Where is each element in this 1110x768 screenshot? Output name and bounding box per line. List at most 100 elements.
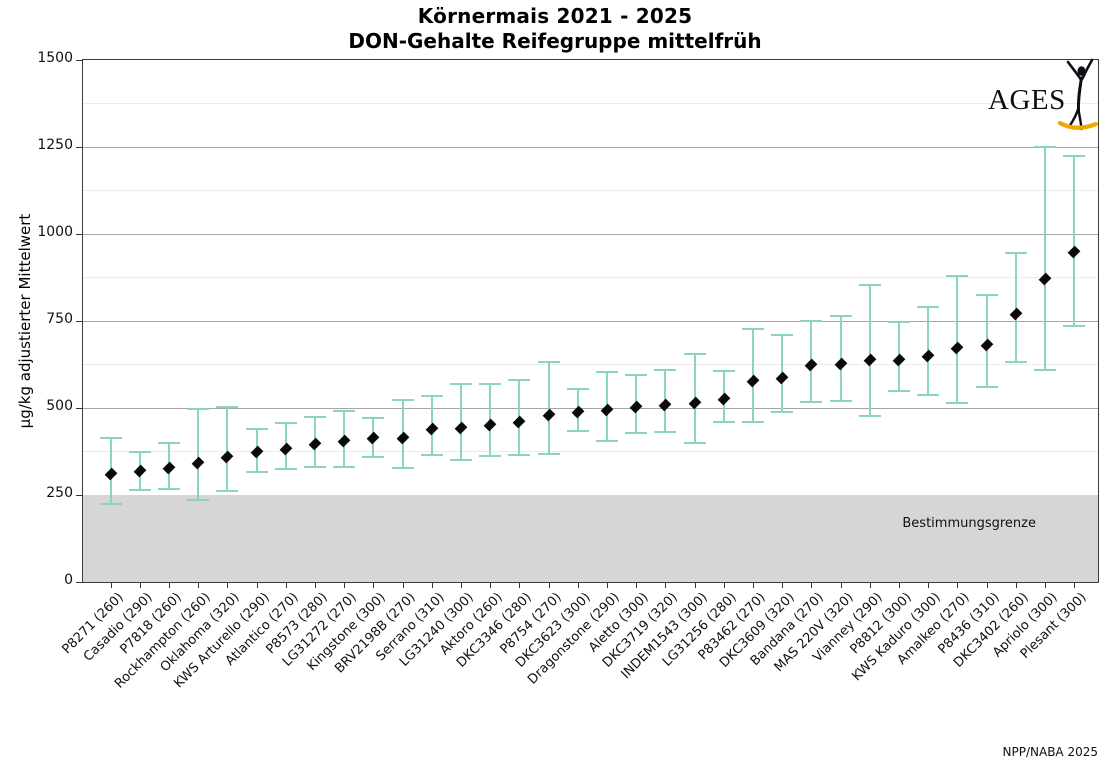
error-bar-cap-top (449, 383, 472, 386)
x-axis-tick (723, 582, 725, 588)
y-tick-label: 750 (46, 311, 73, 327)
mean-marker (600, 404, 614, 417)
error-bar-cap-top (1033, 146, 1056, 149)
ages-logo-text: AGES (988, 84, 1066, 116)
error-bar-cap-bottom (479, 455, 502, 458)
error-bar-cap-top (479, 382, 502, 385)
mean-marker (950, 341, 964, 355)
x-axis-tick (665, 582, 667, 588)
mean-marker (133, 464, 147, 478)
mean-marker (396, 431, 409, 444)
x-axis-tick (694, 582, 696, 588)
y-axis-tick (76, 407, 83, 409)
mean-marker (1067, 246, 1081, 259)
error-bar-cap-bottom (508, 453, 531, 456)
error-bar-cap-top (1004, 252, 1027, 255)
error-bar-line (197, 409, 200, 500)
grid-major-line (83, 146, 1098, 148)
plot-panel: Bestimmungsgrenze (76, 59, 1099, 588)
error-bar-cap-top (274, 422, 297, 425)
x-axis-tick (957, 582, 959, 588)
error-bar-cap-bottom (128, 489, 151, 492)
mean-marker (542, 408, 555, 421)
error-bar-cap-bottom (975, 386, 998, 389)
x-axis-tick (285, 582, 287, 588)
error-bar-cap-bottom (595, 440, 618, 443)
error-bar-cap-bottom (1004, 361, 1027, 364)
grid-major-line (83, 320, 1098, 322)
error-bar-cap-top (829, 314, 852, 317)
x-axis-tick (752, 582, 754, 588)
error-bar-cap-bottom (362, 455, 385, 458)
x-axis-tick (460, 582, 462, 588)
x-axis-tick (986, 582, 988, 588)
mean-marker (717, 392, 731, 406)
error-bar-cap-top (741, 328, 764, 330)
error-bar-cap-bottom (917, 394, 940, 397)
error-bar-cap-bottom (274, 468, 297, 471)
grid-minor-line (83, 103, 1098, 104)
y-axis-tick (76, 494, 83, 496)
x-axis-tick (1015, 582, 1017, 588)
error-bar-cap-top (333, 409, 356, 412)
chart-title: Körnermais 2021 - 2025 (417, 4, 693, 28)
error-bar-cap-top (537, 360, 560, 363)
error-bar-cap-top (800, 320, 823, 323)
mean-marker (250, 445, 263, 459)
grid-minor-line (83, 190, 1098, 191)
error-bar-cap-bottom (216, 490, 239, 493)
x-axis-tick (256, 582, 258, 588)
error-bar-cap-bottom (712, 420, 735, 423)
error-bar-cap-top (595, 371, 618, 374)
x-axis-tick (373, 582, 375, 588)
mean-marker (454, 421, 468, 435)
error-bar-cap-bottom (1063, 324, 1086, 327)
x-axis-tick (227, 582, 229, 588)
grid-major-line (83, 233, 1098, 235)
error-bar-cap-top (771, 333, 794, 336)
error-bar-cap-top (654, 368, 677, 371)
error-bar-cap-bottom (858, 415, 881, 418)
error-bar-line (226, 406, 229, 492)
error-bar-line (868, 285, 871, 417)
x-axis-tick (139, 582, 141, 588)
error-bar-cap-bottom (741, 420, 764, 423)
error-bar-cap-top (975, 293, 998, 296)
error-bar-cap-bottom (946, 402, 969, 405)
x-axis-tick (782, 582, 784, 588)
x-axis-tick (928, 582, 930, 588)
x-axis-tick (431, 582, 433, 588)
x-axis-tick (344, 582, 346, 588)
error-bar-cap-top (887, 321, 910, 324)
mean-marker (1009, 307, 1023, 321)
error-bar-line (1073, 156, 1076, 326)
chart-caption: NPP/NABA 2025 (1002, 745, 1098, 759)
mean-marker (483, 419, 497, 432)
x-axis-tick (811, 582, 813, 588)
error-bar-cap-bottom (625, 432, 648, 435)
error-bar-cap-top (566, 388, 589, 391)
mean-marker (104, 467, 117, 481)
y-tick-label: 1250 (37, 137, 73, 153)
x-axis-tick (898, 582, 900, 588)
x-axis-tick (402, 582, 404, 588)
y-tick-label: 1500 (37, 50, 73, 66)
mean-marker (308, 437, 322, 451)
x-axis-tick (577, 582, 579, 588)
x-axis-tick (168, 582, 170, 588)
error-bar-cap-bottom (566, 429, 589, 432)
error-bar-cap-bottom (245, 471, 268, 474)
grid-minor-line (83, 364, 1098, 365)
error-bar-cap-top (946, 274, 969, 277)
error-bar-cap-bottom (420, 454, 443, 457)
y-tick-label: 0 (64, 572, 73, 588)
limit-band (83, 495, 1098, 582)
error-bar-cap-top (1063, 155, 1086, 158)
error-bar-cap-top (245, 427, 268, 430)
x-axis-tick (606, 582, 608, 588)
error-bar-cap-bottom (683, 442, 706, 445)
x-axis-tick (840, 582, 842, 588)
mean-marker (1038, 272, 1052, 286)
mean-marker (162, 461, 176, 475)
x-axis-tick (519, 582, 521, 588)
